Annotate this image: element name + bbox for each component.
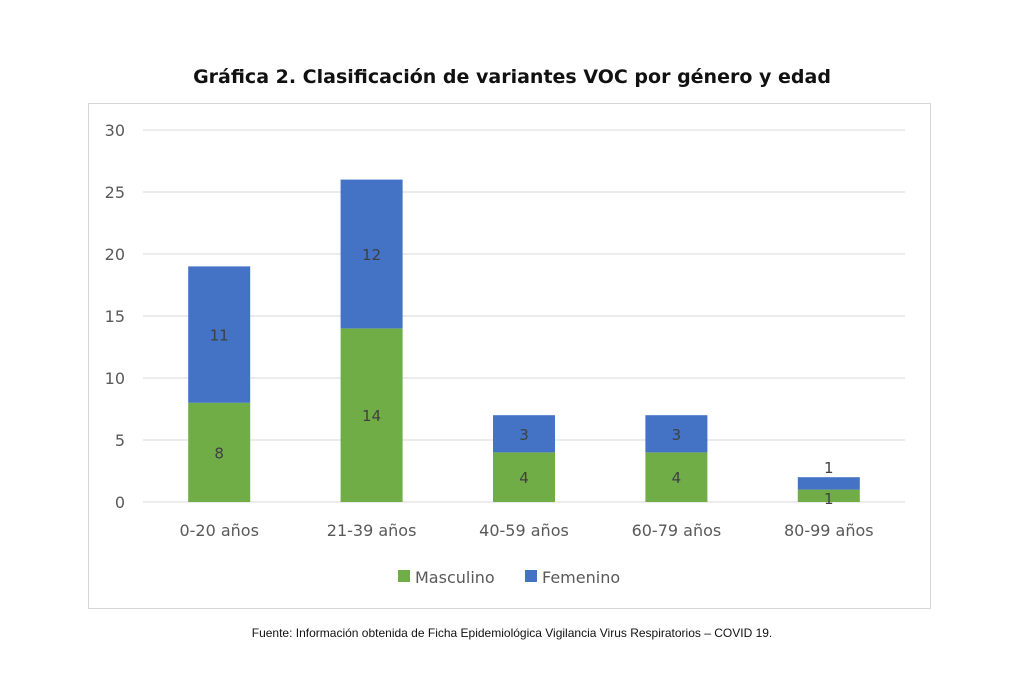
bar-femenino [340,179,403,329]
legend-swatch-femenino [525,570,537,582]
legend-label-femenino: Femenino [542,568,620,587]
bar-masculino [340,328,403,502]
bar-masculino [188,402,251,502]
bar-masculino [645,452,708,502]
x-tick-label: 60-79 años [632,521,722,540]
data-label: 4 [519,469,529,487]
y-tick-label: 15 [105,307,125,326]
chart-title: Gráfica 2. Clasificación de variantes VO… [193,66,831,88]
data-label: 4 [672,469,682,487]
bar-femenino [797,477,860,490]
data-label: 3 [672,426,682,444]
bar-masculino [797,489,860,502]
y-tick-label: 0 [115,493,125,512]
bar-masculino [493,452,555,502]
y-tick-label: 5 [115,431,125,450]
source-note: Fuente: Información obtenida de Ficha Ep… [251,626,773,640]
chart-frame [88,103,931,609]
data-label: 11 [210,327,229,345]
data-label: 12 [362,246,381,264]
x-tick-label: 0-20 años [179,521,258,540]
data-label: 14 [362,407,381,425]
x-tick-label: 40-59 años [479,521,569,540]
legend-swatch-masculino [398,570,410,582]
legend-label-masculino: Masculino [415,568,495,587]
x-tick-label: 80-99 años [784,521,874,540]
data-label: 1 [824,490,834,508]
bar-femenino [493,415,555,453]
y-tick-label: 20 [105,245,125,264]
y-tick-label: 30 [105,121,125,140]
bar-femenino [645,415,708,453]
y-tick-label: 10 [105,369,125,388]
data-label: 1 [824,459,834,477]
bar-femenino [188,266,251,403]
data-label: 8 [214,444,224,462]
x-tick-label: 21-39 años [327,521,417,540]
y-tick-label: 25 [105,183,125,202]
data-label: 3 [519,426,529,444]
